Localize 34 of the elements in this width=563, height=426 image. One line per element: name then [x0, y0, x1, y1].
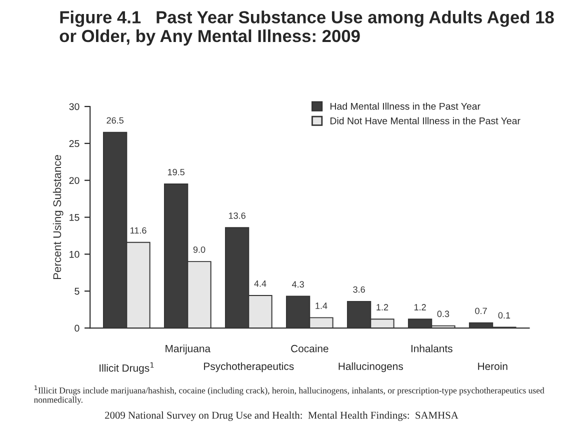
x-tick-label: Cocaine — [291, 344, 328, 352]
y-tick-label: 25 — [69, 140, 80, 148]
data-label: 4.3 — [292, 281, 304, 288]
x-tick-label: Psychotherapeutics — [204, 362, 294, 372]
data-label: 0.7 — [475, 308, 487, 314]
text: $^{1}$Illicit Drugs include marijuana/hashish, cocaine (including crack), heroin, hallucinogens, inhalants, or prescription-type psychotherapeutics used nonmedically. — [34, 386, 544, 405]
x-tick-label: Marijuana — [166, 344, 211, 354]
y-tick-label: 20 — [69, 177, 80, 184]
data-label: 19.5 — [168, 168, 184, 176]
data-label: 0.1 — [498, 312, 510, 319]
legend-label: Did Not Have Mental Illness in the Past Year — [330, 117, 520, 124]
legend-label: Had Mental Illness in the Past Year — [330, 102, 480, 110]
y-tick-label: 10 — [70, 250, 80, 258]
data-label: 13.6 — [228, 212, 246, 219]
chart-title: Figure 4.1 Past Year Substance Use among Adults Aged 18 or Older, by Any Mental Illness: 2009 — [60, 10, 554, 46]
data-label: 0.3 — [437, 310, 450, 318]
data-label: 1.2 — [376, 304, 388, 310]
data-label: 1.4 — [316, 302, 328, 309]
x-tick-label: Heroin — [478, 362, 508, 370]
data-label: 9.0 — [193, 246, 206, 253]
data-label: 4.4 — [254, 280, 266, 287]
x-tick-label: Illicit Drugs$^{1}$ — [100, 362, 154, 374]
data-label: 26.5 — [106, 117, 124, 124]
y-tick-label: 0 — [74, 324, 80, 332]
data-label: 3.6 — [353, 286, 365, 293]
y-axis-title: Percent Using Substance — [52, 155, 64, 280]
y-tick-label: 15 — [70, 214, 80, 221]
text: 2009 National Survey on Drug Use and Health: Mental Health Findings: SAMHSA — [105, 411, 458, 421]
y-tick-label: 5 — [74, 288, 80, 295]
y-tick-label: 30 — [69, 103, 80, 110]
x-tick-label: Hallucinogens — [338, 362, 403, 372]
x-tick-label: Inhalants — [411, 344, 452, 352]
data-label: 1.2 — [414, 304, 426, 310]
data-label: 11.6 — [130, 227, 146, 234]
